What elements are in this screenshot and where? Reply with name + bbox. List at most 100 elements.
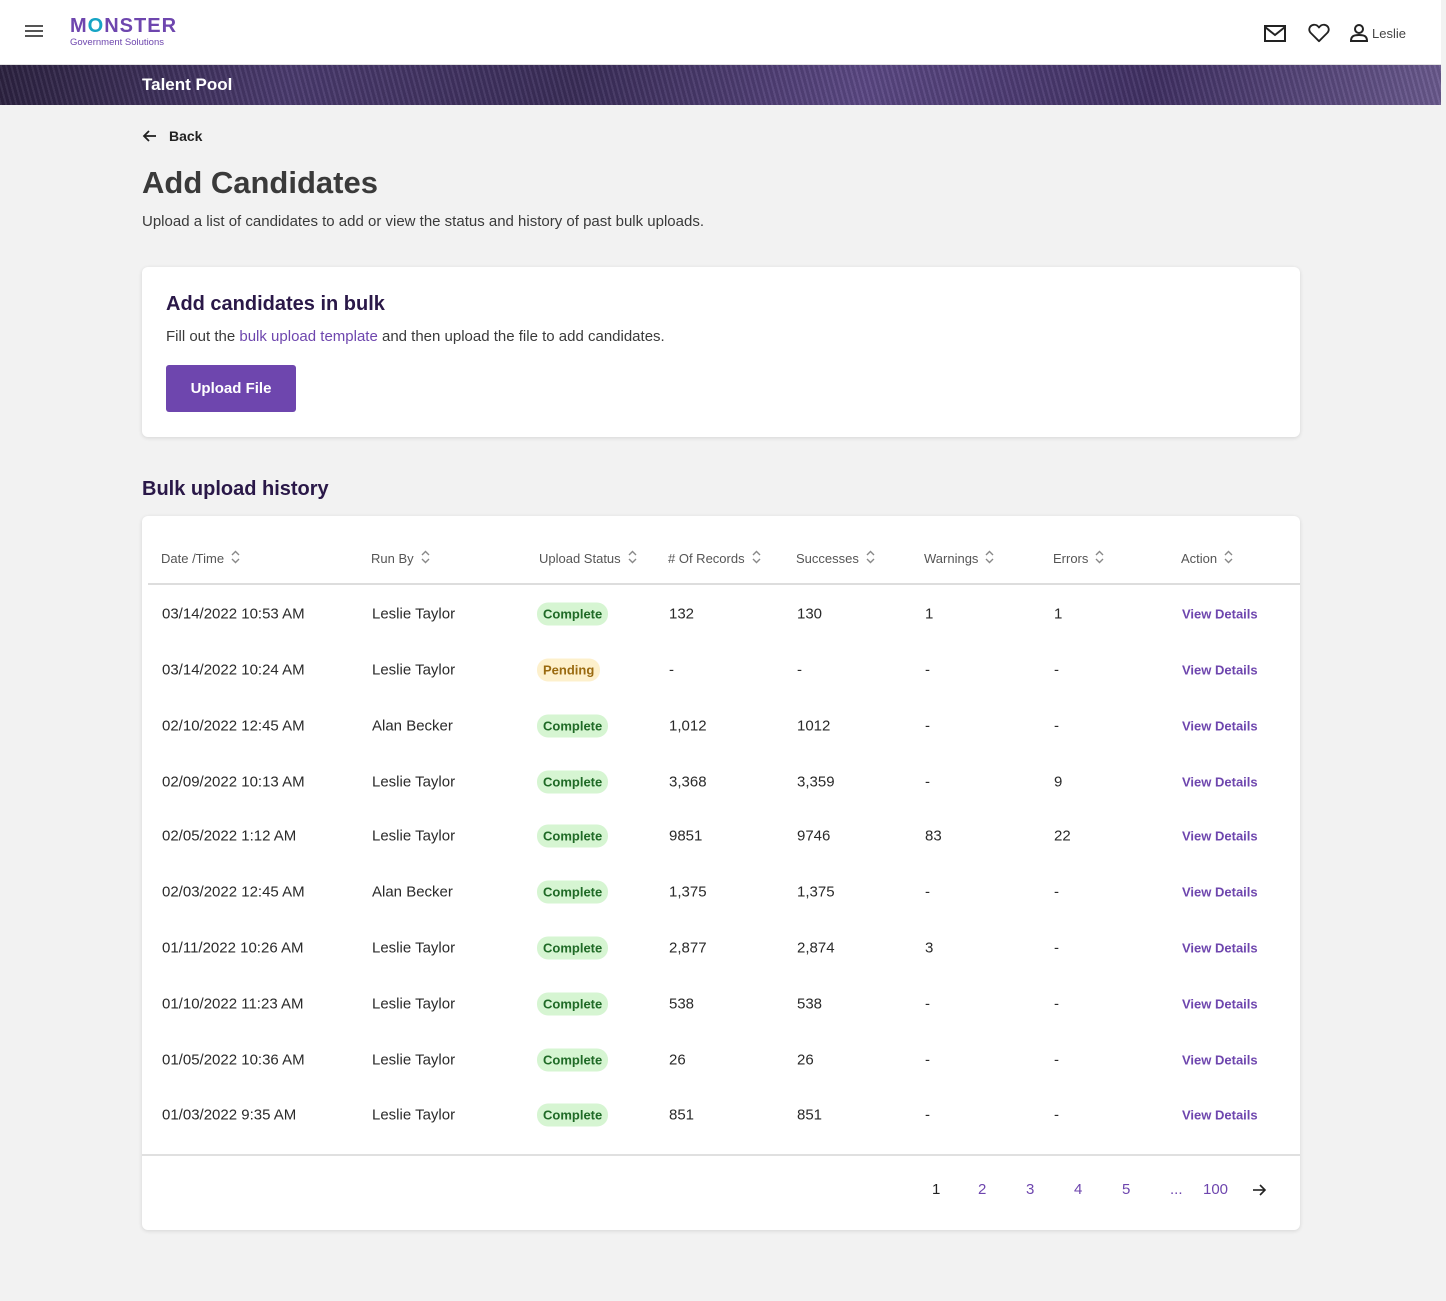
cell-run-by: Leslie Taylor (372, 827, 456, 845)
column-header-action[interactable]: Action (1181, 550, 1233, 567)
desc-text: Fill out the (166, 328, 240, 345)
monster-logo[interactable]: MONSTER Government Solutions (70, 16, 177, 48)
cell-records: 1,375 (669, 883, 707, 901)
view-details-link[interactable]: View Details (1182, 606, 1258, 622)
bulk-upload-template-link[interactable]: bulk upload template (239, 328, 378, 345)
column-header-label: Successes (796, 551, 859, 566)
back-label: Back (169, 128, 203, 144)
bulk-upload-history-table: Date /Time Run By Upload Status # Of Record… (142, 516, 1300, 1230)
cell-run-by: Leslie Taylor (372, 995, 456, 1013)
user-account-menu[interactable]: Leslie (1350, 20, 1406, 46)
cell-records: 538 (669, 995, 695, 1013)
cell-records: 3,368 (669, 773, 707, 791)
status-badge: Complete (537, 770, 609, 794)
upload-file-button[interactable]: Upload File (166, 365, 296, 412)
page-100-button[interactable]: 100 (1203, 1181, 1229, 1198)
table-row: 01/10/2022 11:23 AM Leslie Taylor Complete… (142, 976, 1300, 1032)
page-1-button[interactable]: 1 (932, 1181, 941, 1198)
column-header-date-time[interactable]: Date /Time (161, 550, 240, 567)
table-header: Date /Time Run By Upload Status # Of Record… (148, 538, 1300, 585)
page-2-button[interactable]: 2 (978, 1181, 987, 1198)
cell-successes: 1012 (797, 717, 831, 735)
desc-text: and then upload the file to add candidat… (377, 328, 665, 345)
table-row: 01/03/2022 9:35 AM Leslie Taylor Complete 8… (142, 1087, 1300, 1143)
history-title: Bulk upload history (142, 478, 329, 500)
cell-records: 851 (669, 1106, 695, 1124)
cell-records: 1,012 (669, 717, 707, 735)
column-header-label: # Of Records (668, 551, 745, 566)
column-header-label: Warnings (924, 551, 979, 566)
cell-warnings: - (925, 995, 930, 1013)
view-details-link[interactable]: View Details (1182, 774, 1258, 790)
view-details-link[interactable]: View Details (1182, 996, 1258, 1012)
status-badge: Complete (537, 936, 609, 960)
user-name: Leslie (1372, 25, 1406, 41)
next-page-arrow-right-icon[interactable] (1252, 1183, 1267, 1200)
sort-icon (866, 550, 875, 567)
column-header-run-by[interactable]: Run By (371, 550, 430, 567)
cell-successes: 1,375 (797, 883, 835, 901)
mail-icon[interactable] (1262, 20, 1288, 46)
column-header-upload-status[interactable]: Upload Status (539, 550, 637, 567)
top-navigation-bar: MONSTER Government Solutions Leslie (0, 0, 1441, 65)
view-details-link[interactable]: View Details (1182, 940, 1258, 956)
cell-run-by: Leslie Taylor (372, 1051, 456, 1069)
status-badge: Complete (537, 714, 609, 738)
cell-run-by: Leslie Taylor (372, 939, 456, 957)
cell-errors: - (1054, 995, 1059, 1013)
cell-date-time: 02/03/2022 12:45 AM (162, 883, 305, 901)
cell-date-time: 01/03/2022 9:35 AM (162, 1106, 297, 1124)
column-header-label: Action (1181, 551, 1218, 566)
cell-run-by: Alan Becker (372, 883, 453, 901)
column-header-records[interactable]: # Of Records (668, 550, 761, 567)
page-4-button[interactable]: 4 (1074, 1181, 1083, 1198)
status-badge: Pending (537, 658, 601, 682)
table-row: 02/05/2022 1:12 AM Leslie Taylor Complete 9… (142, 808, 1300, 864)
page-5-button[interactable]: 5 (1122, 1181, 1131, 1198)
logo-subtitle: Government Solutions (70, 37, 164, 48)
hamburger-menu-icon[interactable] (25, 22, 45, 42)
cell-records: 9851 (669, 827, 703, 845)
sort-icon (985, 550, 994, 567)
cell-run-by: Leslie Taylor (372, 605, 456, 623)
cell-run-by: Leslie Taylor (372, 1106, 456, 1124)
cell-warnings: 1 (925, 605, 934, 623)
cell-warnings: - (925, 717, 930, 735)
cell-successes: 9746 (797, 827, 831, 845)
column-header-label: Date /Time (161, 551, 225, 566)
cell-warnings: - (925, 661, 930, 679)
cell-records: 26 (669, 1051, 686, 1069)
user-icon (1350, 24, 1369, 42)
view-details-link[interactable]: View Details (1182, 718, 1258, 734)
status-badge: Complete (537, 602, 609, 626)
column-header-errors[interactable]: Errors (1053, 550, 1104, 567)
table-row: 02/03/2022 12:45 AM Alan Becker Complete 1,… (142, 864, 1300, 920)
sort-icon (1095, 550, 1104, 567)
table-row: 02/10/2022 12:45 AM Alan Becker Complete 1,… (142, 698, 1300, 754)
cell-warnings: 3 (925, 939, 934, 957)
cell-errors: - (1054, 883, 1059, 901)
view-details-link[interactable]: View Details (1182, 828, 1258, 844)
cell-errors: - (1054, 661, 1059, 679)
cell-date-time: 01/11/2022 10:26 AM (162, 939, 304, 957)
column-header-label: Errors (1053, 551, 1089, 566)
view-details-link[interactable]: View Details (1182, 1052, 1258, 1068)
heart-icon[interactable] (1306, 20, 1332, 46)
column-header-label: Upload Status (539, 551, 621, 566)
cell-warnings: - (925, 883, 930, 901)
cell-successes: 538 (797, 995, 823, 1013)
column-header-successes[interactable]: Successes (796, 550, 875, 567)
column-header-warnings[interactable]: Warnings (924, 550, 994, 567)
cell-warnings: - (925, 1051, 930, 1069)
view-details-link[interactable]: View Details (1182, 884, 1258, 900)
view-details-link[interactable]: View Details (1182, 662, 1258, 678)
cell-errors: 22 (1054, 827, 1071, 845)
page-3-button[interactable]: 3 (1026, 1181, 1035, 1198)
status-badge: Complete (537, 992, 609, 1016)
sort-icon (752, 550, 761, 567)
bulk-card-description: Fill out the bulk upload template and th… (166, 328, 665, 345)
view-details-link[interactable]: View Details (1182, 1107, 1258, 1123)
back-link[interactable]: Back (142, 128, 202, 144)
status-badge: Complete (537, 1103, 609, 1127)
banner-title: Talent Pool (142, 75, 233, 94)
